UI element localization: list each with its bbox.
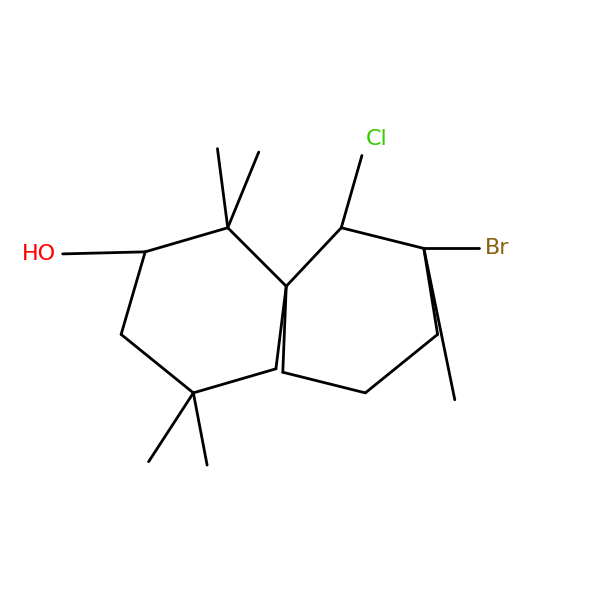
Text: HO: HO bbox=[22, 244, 56, 264]
Text: Br: Br bbox=[484, 238, 509, 259]
Text: Cl: Cl bbox=[365, 128, 387, 149]
